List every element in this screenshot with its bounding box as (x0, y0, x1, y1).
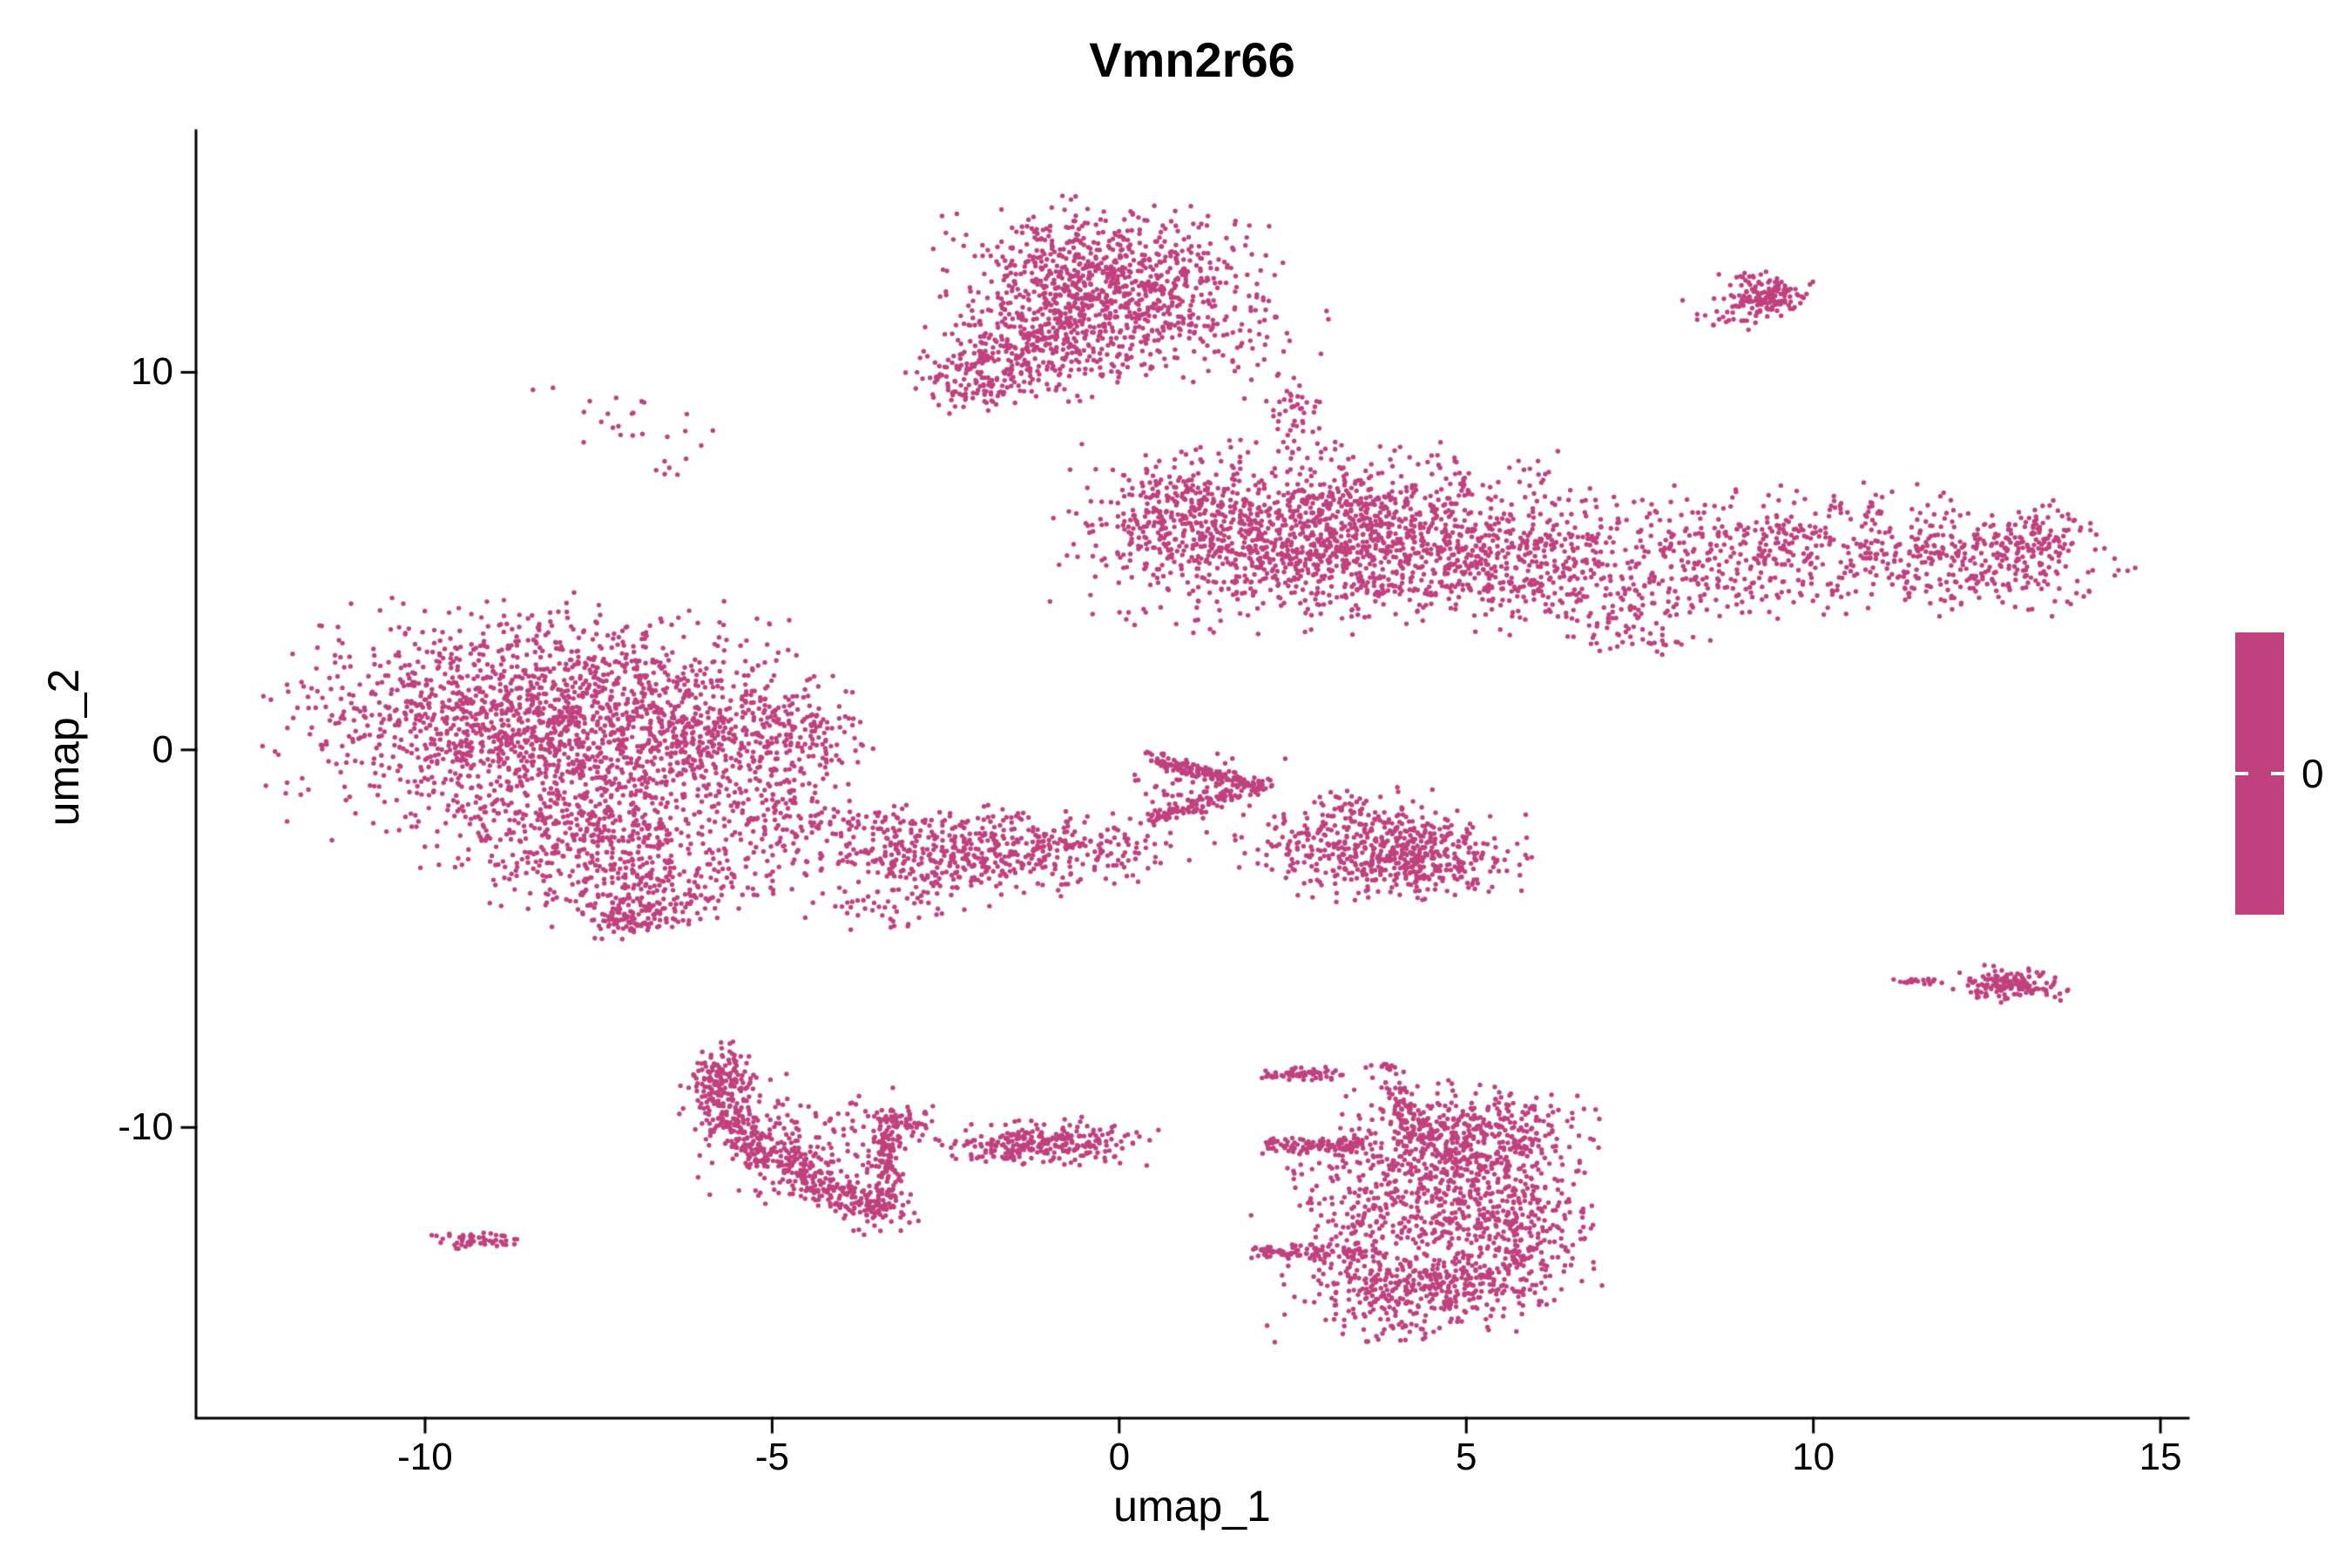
colorbar-tick-left (2235, 772, 2248, 775)
y-tick-label: 0 (152, 727, 173, 771)
x-tick-label: -10 (397, 1436, 453, 1478)
x-tick-label: 15 (2139, 1436, 2182, 1478)
plot-title: Vmn2r66 (1089, 32, 1295, 87)
y-tick-label: -10 (118, 1105, 173, 1149)
x-tick-label: 0 (1108, 1436, 1131, 1478)
legend-label: 0 (2301, 751, 2324, 796)
legend-colorbar (2235, 632, 2284, 915)
legend: 0 (2235, 632, 2352, 915)
x-axis-label: umap_1 (1113, 1482, 1271, 1531)
x-tick-label: 5 (1456, 1436, 1477, 1478)
y-tick-label: 10 (131, 350, 173, 394)
colorbar-tick-right (2271, 772, 2284, 775)
x-tick-label: 10 (1792, 1436, 1835, 1478)
x-tick-label: -5 (754, 1436, 789, 1478)
